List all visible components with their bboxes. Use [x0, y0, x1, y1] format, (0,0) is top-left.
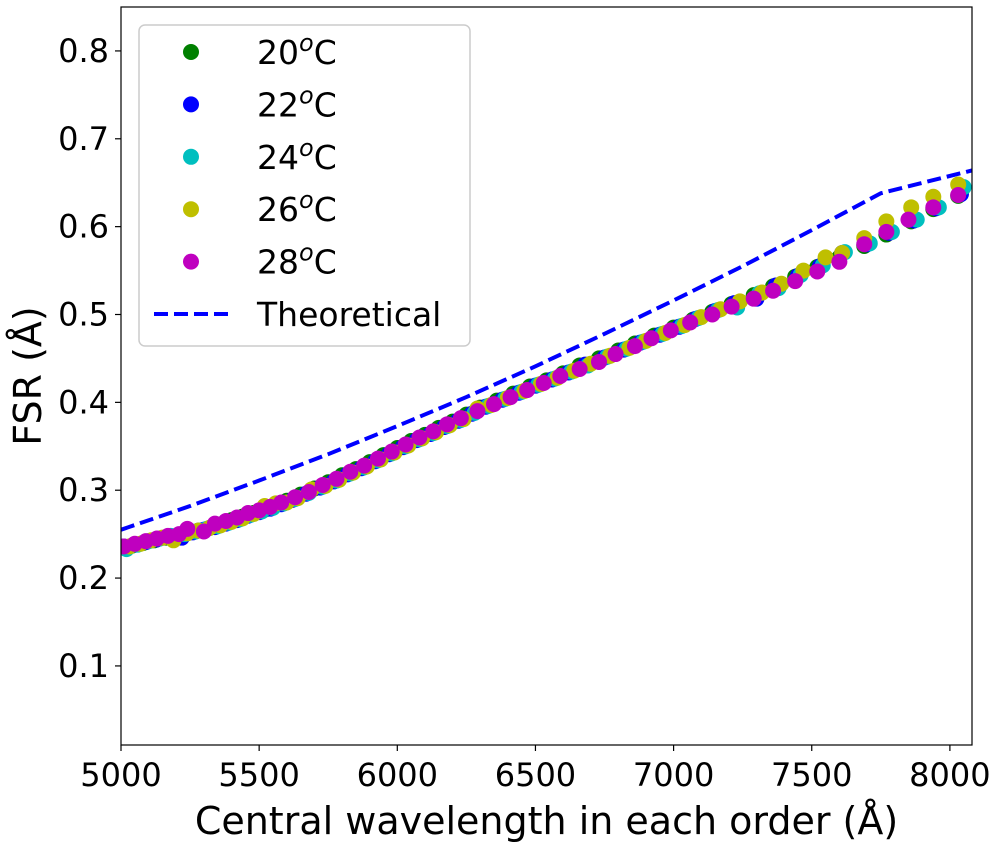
point-28-c-32 — [535, 375, 552, 392]
x-tick-label-5500: 5500 — [218, 756, 299, 794]
point-28-c-31 — [519, 382, 536, 399]
point-28-c-36 — [607, 346, 624, 363]
legend: 20oC 22oC 24oC 26oC 28oC Theoretical — [138, 24, 471, 347]
legend-label-28-c: 28oC — [257, 239, 337, 282]
point-28-c-19 — [342, 463, 359, 480]
point-28-c-14 — [273, 494, 290, 511]
point-28-c-39 — [662, 322, 679, 339]
point-28-c-43 — [745, 290, 762, 307]
plot-frame — [120, 6, 973, 746]
point-28-c-42 — [723, 298, 740, 315]
legend-swatch-28-c — [183, 253, 199, 270]
y-axis-label: FSR (Å) — [6, 306, 50, 445]
point-28-c-24 — [411, 429, 428, 446]
point-28-c-22 — [383, 443, 400, 460]
point-28-c-15 — [287, 489, 304, 506]
x-tick-label-7500: 7500 — [771, 756, 852, 794]
point-28-c-25 — [425, 423, 442, 440]
y-tick-label-0.4: 0.4 — [58, 383, 109, 421]
point-28-c-50 — [900, 211, 917, 228]
point-28-c-17 — [314, 476, 331, 493]
point-28-c-46 — [809, 263, 826, 280]
x-tick-label-8000: 8000 — [909, 756, 990, 794]
legend-label-26-c: 26oC — [257, 186, 337, 229]
x-tick-label-7000: 7000 — [633, 756, 714, 794]
legend-label-24-c: 24oC — [257, 134, 337, 177]
point-28-c-30 — [502, 389, 519, 406]
y-tick-label-0.6: 0.6 — [58, 208, 109, 246]
series-28-c — [121, 187, 967, 555]
legend-swatch-22-c — [183, 96, 199, 113]
point-28-c-33 — [552, 368, 569, 384]
point-28-c-45 — [787, 273, 804, 290]
point-26-c-51 — [903, 199, 920, 216]
point-28-c-49 — [878, 223, 895, 240]
point-28-c-23 — [397, 436, 414, 453]
legend-box — [138, 24, 471, 347]
point-28-c-48 — [856, 236, 873, 253]
y-tick-label-0.1: 0.1 — [58, 647, 109, 685]
point-28-c-6 — [179, 520, 196, 537]
point-28-c-40 — [682, 314, 699, 331]
point-28-c-44 — [765, 282, 782, 299]
point-28-c-37 — [626, 338, 643, 355]
point-28-c-18 — [328, 470, 345, 487]
x-tick-label-5000: 5000 — [80, 756, 161, 794]
legend-swatch-26-c — [183, 201, 199, 218]
y-tick-label-0.8: 0.8 — [58, 32, 109, 70]
legend-swatch-24-c — [183, 148, 199, 165]
legend-label-theoretical: Theoretical — [256, 295, 441, 334]
point-28-c-38 — [643, 330, 660, 347]
legend-label-22-c: 22oC — [257, 81, 337, 124]
point-28-c-47 — [831, 253, 848, 270]
point-26-c-47 — [817, 249, 834, 266]
point-28-c-41 — [704, 306, 721, 323]
point-28-c-28 — [469, 403, 486, 420]
point-28-c-26 — [439, 416, 456, 433]
series-line-theoretical — [121, 168, 972, 532]
legend-swatch-20-c — [183, 44, 199, 60]
point-28-c-20 — [356, 457, 373, 474]
point-28-c-35 — [590, 353, 607, 370]
point-28-c-21 — [369, 450, 386, 467]
x-tick-label-6500: 6500 — [495, 756, 576, 794]
y-tick-label-0.7: 0.7 — [58, 120, 109, 158]
y-tick-label-0.3: 0.3 — [58, 471, 109, 509]
point-28-c-27 — [452, 410, 469, 427]
x-tick-label-6000: 6000 — [357, 756, 438, 794]
point-28-c-7 — [195, 523, 212, 540]
y-tick-label-0.5: 0.5 — [58, 296, 109, 334]
y-axis: 0.1 0.2 0.3 0.4 0.5 0.6 0.7 0.8 — [58, 32, 121, 685]
y-tick-label-0.2: 0.2 — [58, 559, 109, 597]
point-28-c-16 — [300, 483, 317, 500]
x-axis: 5000 5500 6000 6500 7000 7500 8000 — [80, 745, 991, 794]
data-marks — [121, 168, 972, 558]
point-28-c-52 — [950, 187, 967, 204]
point-28-c-29 — [486, 396, 503, 413]
x-axis-label: Central wavelength in each order (Å) — [195, 799, 898, 843]
point-28-c-34 — [571, 360, 588, 377]
point-28-c-51 — [925, 199, 942, 216]
legend-label-20-c: 20oC — [257, 29, 337, 72]
